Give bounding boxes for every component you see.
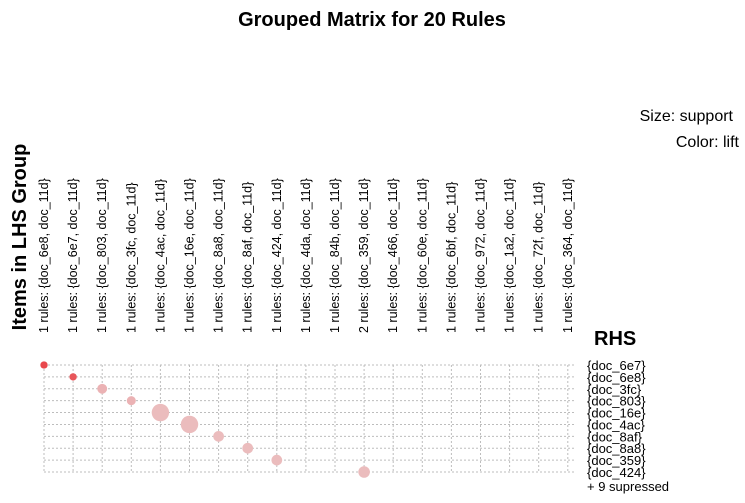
row-labels: {doc_6e7}{doc_6e8}{doc_3fc}{doc_803}{doc… [587,358,646,480]
rule-point [69,373,77,381]
rule-point [40,361,48,369]
rule-point [213,430,224,442]
column-label: 1 rules: {doc_6e7, doc_11d} [66,178,80,333]
row-label: {doc_359} [587,453,646,468]
row-label: {doc_4ac} [587,417,645,432]
suppressed-note: + 9 supressed [587,479,669,494]
column-label: 1 rules: {doc_972, doc_11d} [474,178,488,333]
column-label: 1 rules: {doc_466, doc_11d} [386,178,400,333]
row-label: {doc_6e8} [587,370,646,385]
rule-point [151,403,170,422]
row-label: {doc_803} [587,394,646,409]
column-labels: 1 rules: {doc_6e8, doc_11d} 1 rules: {doc… [37,178,575,333]
column-label: 1 rules: {doc_16e, doc_11d} [183,178,197,333]
chart-title: Grouped Matrix for 20 Rules [238,9,506,31]
column-label: 1 rules: {doc_3fc, doc_11d} [124,182,138,333]
column-label: 1 rules: {doc_803, doc_11d} [95,178,109,333]
rule-point [242,442,254,454]
legend-color-label: Color: lift [676,134,740,151]
column-label: 1 rules: {doc_6e8, doc_11d} [37,178,51,333]
row-label: {doc_3fc} [587,382,642,397]
rule-points [40,361,370,478]
grid-lines [43,364,575,473]
column-label: 1 rules: {doc_4ac, doc_11d} [153,179,167,333]
rhs-axis-label: RHS [594,328,636,350]
row-label: {doc_424} [587,465,646,480]
rule-point [358,466,370,478]
rule-point [126,396,136,406]
rule-point [180,415,199,434]
column-label: 1 rules: {doc_8af, doc_11d} [241,182,255,333]
column-label: 1 rules: {doc_72f, doc_11d} [532,182,546,333]
row-label: {doc_16e} [587,406,646,421]
row-label: {doc_8a8} [587,441,646,456]
legend-size-label: Size: support [640,108,734,125]
rule-point [97,383,108,394]
column-label: 1 rules: {doc_1a2, doc_11d} [503,178,517,333]
column-label: 1 rules: {doc_84b, doc_11d} [328,178,342,333]
column-label: 1 rules: {doc_364, doc_11d} [561,178,575,333]
row-label: {doc_6e7} [587,358,646,373]
column-label: 1 rules: {doc_60e, doc_11d} [415,178,429,333]
column-label: 1 rules: {doc_4da, doc_11d} [299,178,313,333]
column-label: 1 rules: {doc_6bf, doc_11d} [444,182,458,333]
column-label: 1 rules: {doc_8a8, doc_11d} [212,178,226,333]
y-axis-label: Items in LHS Group [9,144,31,331]
column-label: 1 rules: {doc_424, doc_11d} [270,178,284,333]
rule-point [271,454,283,466]
column-label: 2 rules: {doc_359, doc_11d} [357,178,371,333]
row-label: {doc_8af} [587,429,643,444]
